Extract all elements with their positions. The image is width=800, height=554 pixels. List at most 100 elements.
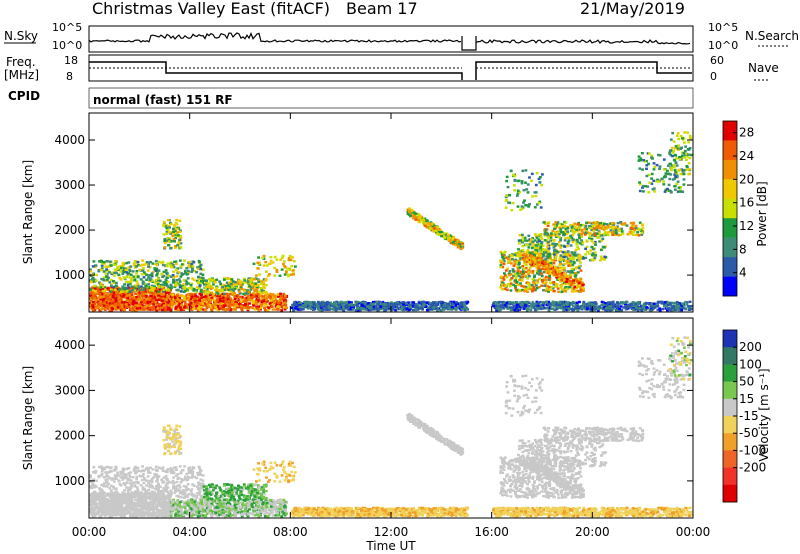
power-cell — [568, 254, 572, 257]
power-cell — [307, 302, 311, 305]
power-cell — [669, 308, 672, 312]
power-cell — [201, 302, 204, 305]
power-cell — [250, 296, 254, 300]
power-cell — [198, 298, 201, 301]
power-cell — [570, 269, 574, 273]
power-cell — [291, 269, 295, 272]
power-cell — [138, 297, 141, 300]
power-cell — [262, 281, 265, 284]
power-cell — [611, 300, 615, 303]
power-cell — [588, 308, 591, 311]
power-cell — [541, 304, 545, 307]
power-cell — [562, 289, 566, 293]
power-cell — [542, 278, 546, 281]
power-cell — [250, 279, 254, 282]
power-cell — [523, 254, 526, 258]
power-cell — [416, 303, 420, 306]
power-cell — [679, 186, 683, 189]
power-cell — [265, 305, 269, 309]
power-cell — [658, 167, 661, 171]
power-cell — [673, 173, 677, 176]
power-cell — [178, 286, 182, 289]
power-cell — [255, 290, 259, 293]
power-cell — [602, 224, 605, 227]
power-cell — [202, 283, 206, 286]
power-cell — [135, 307, 139, 310]
power-cell — [273, 274, 277, 277]
power-cell — [333, 302, 337, 306]
power-cell — [246, 306, 250, 309]
power-cell — [354, 309, 358, 312]
power-cell — [592, 221, 595, 225]
power-cell — [642, 302, 646, 306]
power-cell — [538, 270, 542, 273]
power-cell — [122, 294, 126, 297]
power-cell — [587, 301, 591, 305]
power-cell — [233, 299, 237, 302]
power-cell — [175, 302, 179, 305]
power-cell — [553, 308, 556, 311]
power-cell — [200, 276, 204, 279]
power-cell — [157, 292, 161, 295]
power-cell — [179, 306, 182, 309]
power-cell — [393, 302, 397, 305]
power-cell — [174, 245, 177, 248]
power-cell — [605, 309, 609, 312]
power-cell — [546, 261, 550, 264]
power-cell — [590, 253, 594, 257]
power-cell — [524, 301, 528, 304]
power-cell — [113, 268, 117, 271]
power-cell — [656, 308, 660, 311]
power-cell — [446, 304, 449, 307]
power-cell — [533, 253, 536, 257]
power-cell — [596, 221, 599, 224]
power-cell — [285, 306, 288, 309]
power-cell — [628, 232, 631, 236]
power-cell — [144, 288, 148, 291]
power-cell — [607, 303, 611, 306]
power-cell — [350, 304, 354, 307]
power-cell — [619, 233, 623, 236]
power-cell — [547, 250, 550, 253]
power-cell — [237, 302, 241, 306]
power-cell — [139, 302, 142, 305]
power-cell — [142, 299, 146, 303]
power-cell — [185, 306, 189, 309]
power-cell — [542, 302, 545, 306]
power-cell — [166, 302, 170, 305]
power-cell — [566, 244, 569, 248]
power-cell — [282, 260, 286, 263]
power-cell — [228, 281, 231, 284]
power-cell — [280, 295, 284, 298]
power-cell — [573, 230, 577, 233]
power-cell — [332, 308, 335, 311]
power-cell — [589, 259, 592, 262]
power-cell — [502, 307, 506, 310]
power-cell — [215, 286, 218, 290]
power-cell — [92, 294, 95, 297]
power-cell — [98, 281, 101, 284]
power-cell — [189, 293, 193, 296]
power-cell — [543, 233, 547, 236]
power-cell — [172, 230, 175, 233]
power-cell — [125, 261, 129, 265]
power-cell — [499, 300, 502, 304]
power-cell — [502, 259, 506, 263]
power-cell — [175, 294, 179, 297]
power-cell — [133, 287, 137, 290]
power-cell — [537, 286, 541, 289]
power-cell — [335, 306, 339, 309]
power-cell — [429, 306, 432, 310]
power-cell — [128, 288, 132, 291]
power-cell — [561, 226, 565, 229]
power-cell — [246, 303, 249, 307]
power-cell — [523, 239, 527, 242]
power-cell — [381, 303, 385, 306]
power-cell — [674, 308, 678, 312]
power-cell — [290, 306, 294, 310]
power-cell — [186, 292, 190, 296]
power-cell — [226, 297, 230, 301]
power-cell — [254, 300, 258, 303]
power-cell — [229, 290, 233, 294]
power-cell — [559, 280, 562, 283]
